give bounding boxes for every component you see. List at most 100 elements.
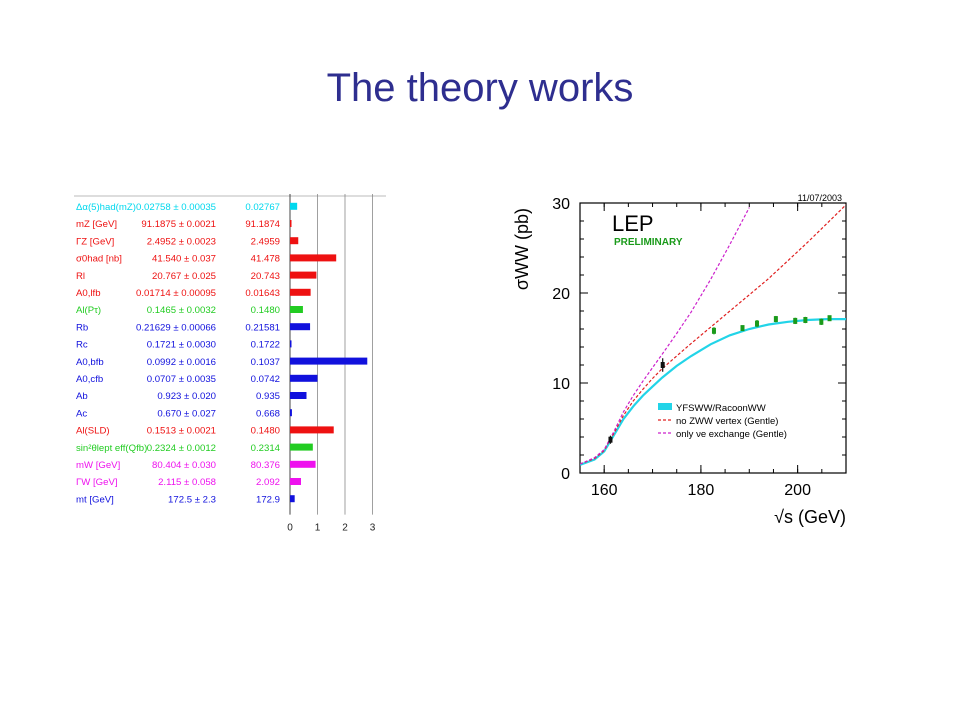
- pull-row-label: σ0had [nb]: [76, 254, 122, 265]
- pull-bar: [290, 460, 316, 468]
- pull-row: Rl 20.767 ± 0.025 20.743: [76, 271, 317, 282]
- pull-row: mZ [GeV] 91.1875 ± 0.0021 91.1874: [76, 219, 292, 230]
- pull-row-label: mZ [GeV]: [76, 219, 117, 230]
- pull-row-fit: 0.01643: [245, 288, 280, 299]
- pull-row-fit: 41.478: [251, 254, 280, 265]
- pull-bar: [290, 340, 292, 348]
- pull-row: ΓZ [GeV] 2.4952 ± 0.0023 2.4959: [76, 236, 299, 247]
- pull-row-label: Ab: [76, 391, 88, 402]
- ww-curve-no-zww: [580, 204, 846, 465]
- pull-row-measurement: 172.5 ± 2.3: [168, 494, 216, 505]
- ww-data-point: [755, 320, 760, 328]
- ww-plot-frame: [579, 202, 847, 474]
- ww-y-tick-label: 20: [552, 286, 570, 303]
- pull-row-label: Al(SLD): [76, 426, 110, 437]
- pull-row-measurement: 2.115 ± 0.058: [158, 477, 216, 488]
- pull-row: mt [GeV] 172.5 ± 2.3 172.9: [76, 494, 295, 505]
- pull-row-label: Rl: [76, 271, 85, 282]
- ww-point-marker: [827, 315, 832, 322]
- ww-data-point: [660, 358, 665, 372]
- pull-row-fit: 0.0742: [251, 374, 280, 385]
- pull-bar: [290, 392, 307, 399]
- pull-row-label: sin²θlept eff(Qfb): [76, 443, 147, 454]
- pull-row-label: ΓW [GeV]: [76, 477, 118, 488]
- pull-row-label: Al(Pτ): [76, 305, 101, 316]
- ww-lep-label: LEP: [612, 211, 654, 236]
- pull-row-fit: 0.1480: [251, 426, 280, 437]
- pull-row-fit: 2.092: [256, 477, 280, 488]
- pull-bar: [290, 374, 318, 382]
- ww-y-tick-label: 10: [552, 376, 570, 393]
- pull-chart: 0 1 2 3 Δα(5)had(mZ) 0.02758 ± 0.00035 0.02767…: [74, 194, 386, 534]
- pull-row-measurement: 80.404 ± 0.030: [152, 460, 216, 471]
- pull-row-fit: 20.743: [251, 271, 280, 282]
- pull-x-tick-label: 0: [287, 523, 293, 534]
- pull-row-fit: 80.376: [251, 460, 280, 471]
- pull-row-fit: 0.668: [256, 408, 280, 419]
- pull-bar: [290, 323, 311, 331]
- pull-x-tick-label: 2: [342, 523, 348, 534]
- legend-entry: YFSWW/RacoonWW: [676, 403, 766, 414]
- pull-row-measurement: 91.1875 ± 0.0021: [141, 219, 216, 230]
- pull-bar: [290, 443, 313, 451]
- ww-y-axis-label: σWW (pb): [512, 208, 532, 290]
- pull-row: A0,bfb 0.0992 ± 0.0016 0.1037: [76, 357, 368, 368]
- pull-row-fit: 0.2314: [251, 443, 281, 454]
- pull-row-measurement: 0.01714 ± 0.00095: [136, 288, 216, 299]
- ww-data-point: [740, 325, 745, 332]
- pull-row-measurement: 0.1465 ± 0.0032: [147, 305, 216, 316]
- ww-point-marker: [711, 327, 716, 334]
- legend-swatch-yfsww: [658, 403, 672, 410]
- legend-entry: only νe exchange (Gentle): [676, 429, 787, 440]
- pull-row-label: A0,bfb: [76, 357, 104, 368]
- pull-bar: [290, 271, 317, 279]
- pull-row-fit: 0.935: [256, 391, 280, 402]
- pull-row-measurement: 2.4952 ± 0.0023: [147, 236, 216, 247]
- pull-row-fit: 0.1722: [251, 340, 280, 351]
- ww-data-point: [819, 318, 824, 325]
- pull-bar: [290, 237, 299, 245]
- ww-point-marker: [660, 362, 665, 368]
- pull-row-label: Δα(5)had(mZ): [76, 202, 136, 213]
- ww-point-marker: [773, 316, 778, 323]
- pull-row: sin²θlept eff(Qfb) 0.2324 ± 0.0012 0.2314: [76, 443, 313, 454]
- pull-bar: [290, 202, 298, 210]
- pull-row: Al(Pτ) 0.1465 ± 0.0032 0.1480: [76, 305, 303, 316]
- pull-row-fit: 91.1874: [245, 219, 280, 230]
- pull-row-measurement: 20.767 ± 0.025: [152, 271, 216, 282]
- ww-date-label: 11/07/2003: [798, 193, 842, 203]
- ww-x-tick-label: 160: [591, 482, 618, 499]
- ww-point-marker: [740, 325, 745, 332]
- pull-row: Al(SLD) 0.1513 ± 0.0021 0.1480: [76, 426, 334, 437]
- pull-row-fit: 0.21581: [245, 322, 280, 333]
- pull-row: Ac 0.670 ± 0.027 0.668: [76, 408, 292, 419]
- ww-y-tick-label: 30: [552, 196, 570, 213]
- pull-row-measurement: 0.1513 ± 0.0021: [147, 426, 216, 437]
- pull-row-label: Rc: [76, 340, 88, 351]
- pull-row-measurement: 0.02758 ± 0.00035: [136, 202, 216, 213]
- legend-entry: no ZWW vertex (Gentle): [676, 416, 778, 427]
- pull-row: Rc 0.1721 ± 0.0030 0.1722: [76, 340, 292, 351]
- pull-row-measurement: 0.0707 ± 0.0035: [147, 374, 216, 385]
- ww-curve-nue-only: [580, 207, 750, 465]
- pull-row: Rb 0.21629 ± 0.00066 0.21581: [76, 322, 311, 333]
- ww-point-marker: [608, 436, 613, 443]
- ww-x-axis-label: √s (GeV): [774, 507, 846, 527]
- pull-bar: [290, 357, 368, 365]
- ww-point-marker: [803, 317, 808, 323]
- pull-bar: [290, 426, 334, 434]
- pull-row: σ0had [nb] 41.540 ± 0.037 41.478: [76, 254, 337, 265]
- pull-bar: [290, 409, 292, 417]
- ww-x-tick-label: 200: [784, 482, 811, 499]
- pull-bar: [290, 288, 311, 296]
- pull-row: ΓW [GeV] 2.115 ± 0.058 2.092: [76, 477, 301, 488]
- ww-data-point: [827, 315, 832, 322]
- pull-row-fit: 2.4959: [251, 236, 280, 247]
- pull-row: A0,lfb 0.01714 ± 0.00095 0.01643: [76, 288, 311, 299]
- ww-data-point: [803, 316, 808, 324]
- pull-bar: [290, 254, 337, 262]
- pull-row-measurement: 41.540 ± 0.037: [152, 254, 216, 265]
- ww-cross-section-chart: 0 10 20 30 160 180 200 11/07/2003 LEPPRELIMINARY…: [512, 193, 847, 527]
- pull-row-measurement: 0.923 ± 0.020: [157, 391, 216, 402]
- pull-row-fit: 0.02767: [245, 202, 280, 213]
